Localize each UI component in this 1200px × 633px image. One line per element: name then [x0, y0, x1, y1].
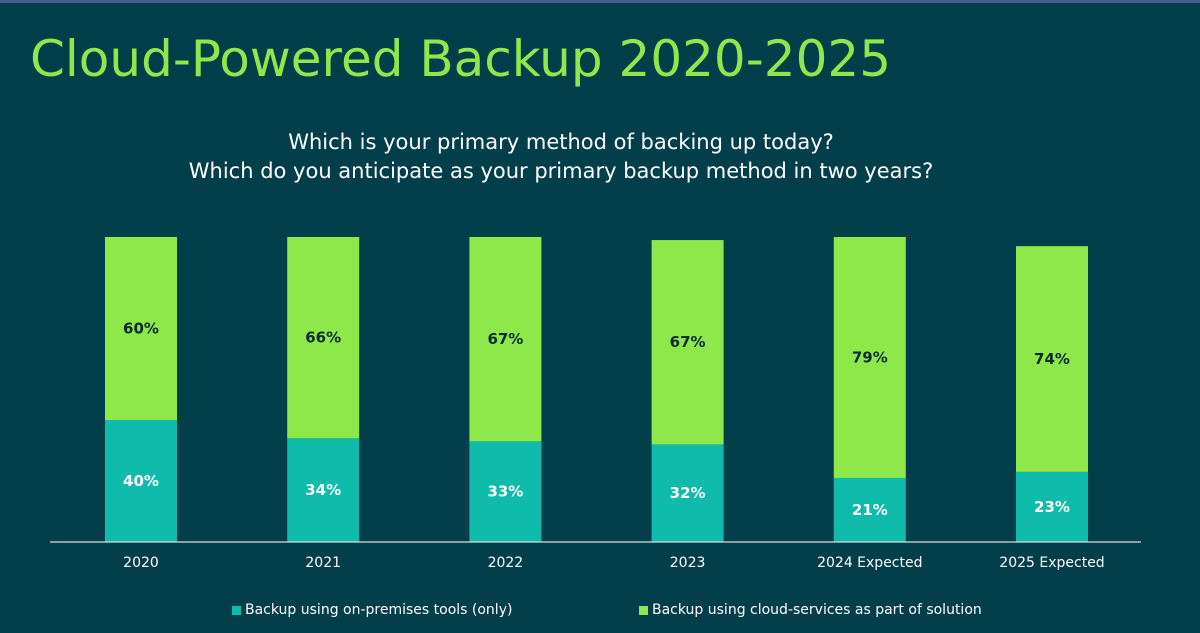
bar-on-premises-4 — [833, 477, 906, 542]
stacked-bar-chart: 40% 60% 2020 34% 66% 2021 33% 67% 2022 32% 67% 2023… — [50, 237, 1141, 571]
bar-on-premises-2 — [469, 441, 542, 542]
legend-swatch-on-premises — [232, 605, 241, 615]
legend-swatch-cloud — [639, 605, 648, 615]
page-title: Cloud-Powered Backup 2020-2025 — [30, 30, 892, 88]
bar-cloud-0 — [105, 237, 177, 420]
data-label-cloud-2: 67% — [487, 330, 523, 348]
data-label-on-premises-4: 21% — [852, 501, 888, 519]
x-tick-label-3: 2023 — [670, 555, 706, 571]
data-label-cloud-0: 60% — [123, 320, 159, 338]
legend-item-on-premises: Backup using on-premises tools (only) — [232, 602, 512, 618]
bar-on-premises-5 — [1016, 471, 1088, 542]
data-label-cloud-4: 79% — [852, 348, 888, 366]
x-tick-label-2: 2022 — [488, 555, 524, 571]
data-label-on-premises-3: 32% — [670, 484, 706, 502]
bar-on-premises-1 — [287, 438, 360, 542]
top-accent-bar — [0, 0, 1200, 3]
bar-cloud-2 — [469, 237, 542, 442]
data-label-on-premises-1: 34% — [305, 481, 341, 499]
chart-subtitle-line-2: Which do you anticipate as your primary … — [188, 159, 934, 183]
data-label-cloud-1: 66% — [305, 329, 341, 347]
bar-cloud-1 — [287, 237, 360, 439]
legend-label-cloud: Backup using cloud-services as part of s… — [652, 602, 982, 618]
data-label-cloud-3: 67% — [670, 333, 706, 351]
legend-label-on-premises: Backup using on-premises tools (only) — [245, 602, 513, 618]
data-label-on-premises-2: 33% — [487, 483, 523, 501]
data-label-cloud-5: 74% — [1034, 350, 1070, 368]
x-tick-label-5: 2025 Expected — [999, 555, 1104, 571]
bar-on-premises-0 — [105, 420, 177, 542]
chart-legend: Backup using on-premises tools (only) Ba… — [0, 602, 1200, 622]
bar-cloud-3 — [651, 240, 724, 445]
x-tick-label-0: 2020 — [123, 555, 159, 571]
data-label-on-premises-5: 23% — [1034, 498, 1070, 516]
chart-subtitle-line-1: Which is your primary method of backing … — [288, 130, 834, 154]
data-label-on-premises-0: 40% — [123, 472, 159, 490]
x-tick-label-1: 2021 — [305, 555, 341, 571]
x-tick-label-4: 2024 Expected — [817, 555, 922, 571]
bar-cloud-5 — [1016, 246, 1088, 472]
legend-item-cloud: Backup using cloud-services as part of s… — [639, 602, 982, 618]
bar-cloud-4 — [833, 237, 906, 478]
bar-on-premises-3 — [651, 444, 724, 542]
